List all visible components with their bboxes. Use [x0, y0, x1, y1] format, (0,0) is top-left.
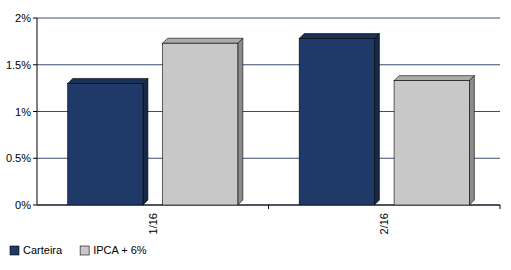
bar — [394, 81, 469, 205]
grid-line — [37, 64, 500, 65]
y-tick-label: 1% — [15, 106, 31, 118]
y-axis — [37, 18, 38, 205]
y-tick-label: 2% — [15, 12, 31, 24]
x-tick — [268, 205, 269, 209]
y-tick-label: 0.5% — [6, 152, 31, 164]
legend-label: IPCA + 6% — [93, 244, 147, 256]
bar-side — [143, 78, 148, 205]
legend-label: Carteira — [23, 244, 63, 256]
bar — [68, 83, 143, 205]
bar-top — [394, 76, 474, 81]
x-tick-label: 1/16 — [147, 213, 159, 234]
grid-line — [37, 18, 500, 19]
x-tick-label: 2/16 — [378, 213, 390, 234]
bar-side — [374, 34, 379, 205]
bar-top — [163, 38, 243, 43]
x-tick — [500, 205, 501, 209]
chart-svg: 0% 0.5% 1% 1.5% 2% 1/16 2/16 Carteira IPCA + 6% — [0, 0, 511, 270]
y-tick — [33, 205, 37, 206]
bar-side — [238, 38, 243, 205]
y-tick — [33, 158, 37, 159]
y-tick — [33, 111, 37, 112]
y-tick — [33, 64, 37, 65]
bar-side — [469, 76, 474, 205]
bars — [68, 34, 475, 205]
y-tick-label: 0% — [15, 199, 31, 211]
y-tick-label: 1.5% — [6, 59, 31, 71]
bar — [299, 39, 374, 205]
legend-swatch — [80, 246, 89, 255]
chart-container: 0% 0.5% 1% 1.5% 2% 1/16 2/16 Carteira IPCA + 6% — [0, 0, 511, 270]
bar-top — [68, 78, 148, 83]
y-tick — [33, 18, 37, 19]
bar-top — [299, 34, 379, 39]
bar — [163, 43, 238, 205]
legend-swatch — [10, 246, 19, 255]
